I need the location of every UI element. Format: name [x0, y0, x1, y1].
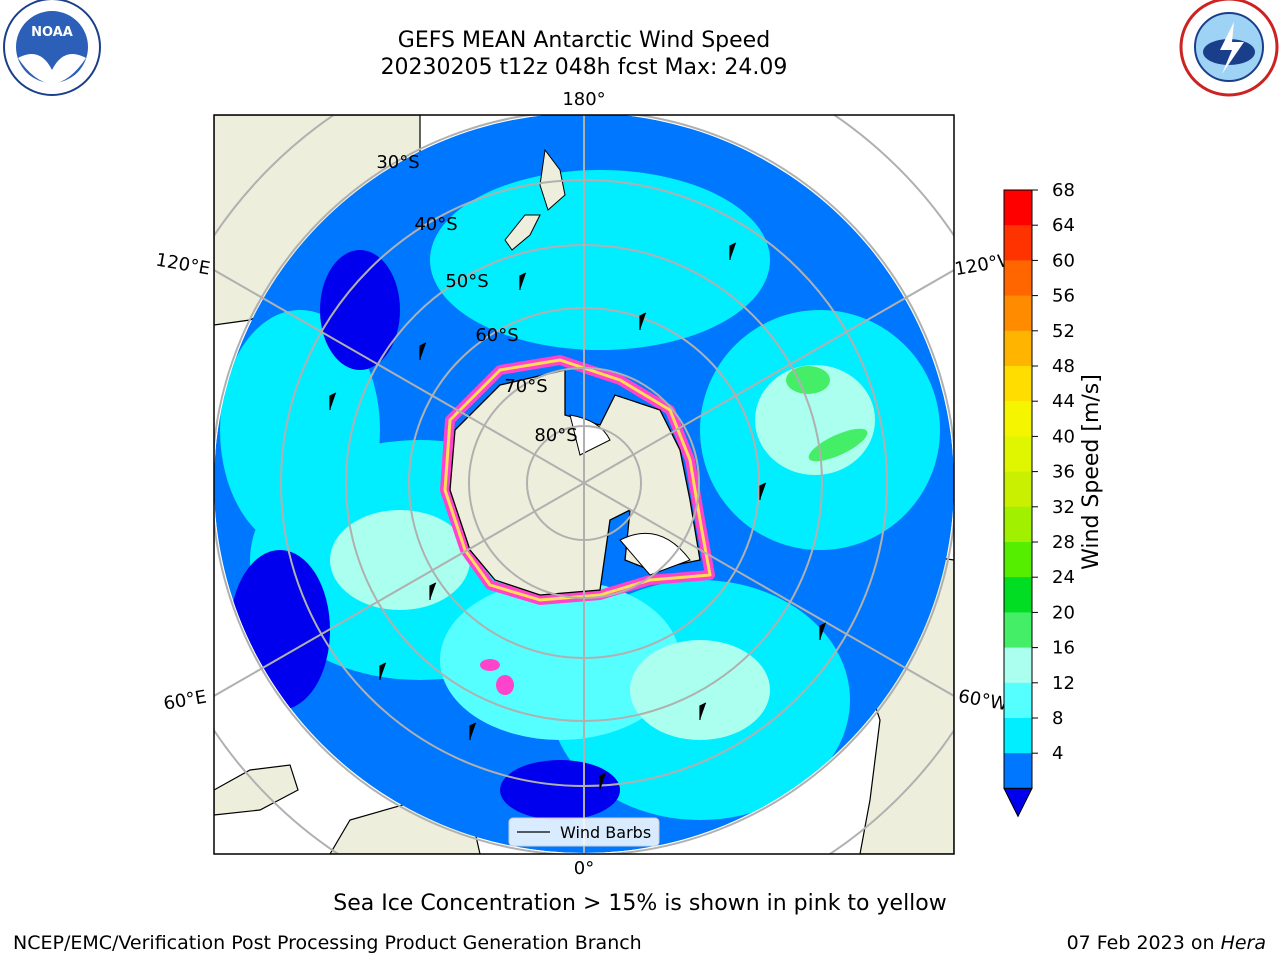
- new-zealand-land: [504, 148, 566, 251]
- legend: Wind Barbs: [508, 817, 660, 847]
- sea-ice-note: Sea Ice Concentration > 15% is shown in …: [333, 891, 947, 916]
- colorbar-segment: [1004, 330, 1032, 367]
- colorbar-segment: [1004, 542, 1032, 578]
- colorbar-tick-label: 68: [1052, 180, 1075, 201]
- machine-name: Hera: [1220, 932, 1266, 954]
- colorbar-segment: [1004, 225, 1032, 261]
- colorbar-segment: [1004, 753, 1032, 789]
- colorbar-segment: [1004, 577, 1032, 613]
- colorbar-tick-label: 60: [1052, 250, 1075, 271]
- colorbar-segment: [1004, 190, 1032, 226]
- latitude-labels: 30°S 40°S 50°S 60°S 70°S 80°S: [376, 152, 577, 446]
- madagascar-land: [214, 764, 299, 816]
- lat-label: 60°S: [475, 325, 518, 346]
- lon-label-60e: 60°E: [162, 686, 208, 714]
- map-frame: [213, 114, 955, 855]
- lat-label: 40°S: [414, 214, 457, 235]
- colorbar-segment: [1004, 295, 1032, 332]
- colorbar-tick-label: 44: [1052, 391, 1075, 412]
- colorbar-segment: [1004, 401, 1032, 437]
- colorbar-tick-label: 40: [1052, 426, 1075, 447]
- colorbar-segment: [1004, 718, 1032, 754]
- noaa-logo-text: NOAA: [31, 25, 73, 40]
- date-text: 07 Feb 2023 on: [1066, 932, 1221, 954]
- colorbar-tick-label: 24: [1052, 567, 1075, 588]
- date-line: 07 Feb 2023 on Hera: [1067, 932, 1266, 954]
- colorbar-tick-label: 56: [1052, 286, 1075, 307]
- colorbar-tick-label: 4: [1052, 743, 1063, 764]
- colorbar-segment: [1004, 682, 1032, 719]
- colorbar-tick-label: 36: [1052, 462, 1075, 483]
- colorbar-border: [1003, 189, 1033, 789]
- lat-label: 80°S: [534, 425, 577, 446]
- colorbar-tick-label: 12: [1052, 673, 1075, 694]
- lon-label-bottom: 0°: [574, 858, 594, 879]
- noaa-logo: NOAA: [3, 0, 101, 96]
- chart-subtitle: 20230205 t12z 048h fcst Max: 24.09: [380, 55, 788, 80]
- colorbar-label: Wind Speed [m/s]: [1079, 374, 1104, 570]
- colorbar-segment: [1004, 260, 1032, 297]
- wind-barbs: [329, 242, 827, 790]
- colorbar-segment: [1004, 612, 1032, 649]
- lat-label: 70°S: [504, 376, 547, 397]
- colorbar-tick-label: 28: [1052, 532, 1075, 553]
- lon-label-top: 180°: [562, 89, 605, 110]
- colorbar-tick-label: 20: [1052, 602, 1075, 623]
- colorbar-tick-label: 64: [1052, 215, 1075, 236]
- lon-label-120e: 120°E: [154, 249, 212, 279]
- colorbar-segment: [1004, 506, 1032, 543]
- graticule: [214, 115, 954, 854]
- colorbar-tick-label: 52: [1052, 321, 1075, 342]
- nws-logo: [1179, 0, 1279, 97]
- colorbar-tick-label: 48: [1052, 356, 1075, 377]
- colorbar-segment: [1004, 471, 1032, 508]
- colorbar-tick-label: 32: [1052, 497, 1075, 518]
- lat-label: 50°S: [445, 271, 488, 292]
- colorbar-tick-label: 8: [1052, 708, 1063, 729]
- lat-label: 30°S: [376, 152, 419, 173]
- lon-label-60w: 60°W: [957, 686, 1010, 715]
- colorbar-segment: [1004, 436, 1032, 473]
- chart-title: GEFS MEAN Antarctic Wind Speed: [397, 28, 771, 53]
- colorbar-extend-arrow: [1003, 787, 1033, 818]
- colorbar: 68 64 60 56 52 48 44 40 36 32 28 24 20 16 12 8 4: [1003, 180, 1075, 818]
- colorbar-segment: [1004, 647, 1032, 684]
- legend-label: Wind Barbs: [560, 823, 651, 842]
- colorbar-segment: [1004, 366, 1032, 402]
- map-plot: [214, 115, 954, 854]
- colorbar-tick-label: 16: [1052, 638, 1075, 659]
- credit-line: NCEP/EMC/Verification Post Processing Pr…: [13, 932, 642, 954]
